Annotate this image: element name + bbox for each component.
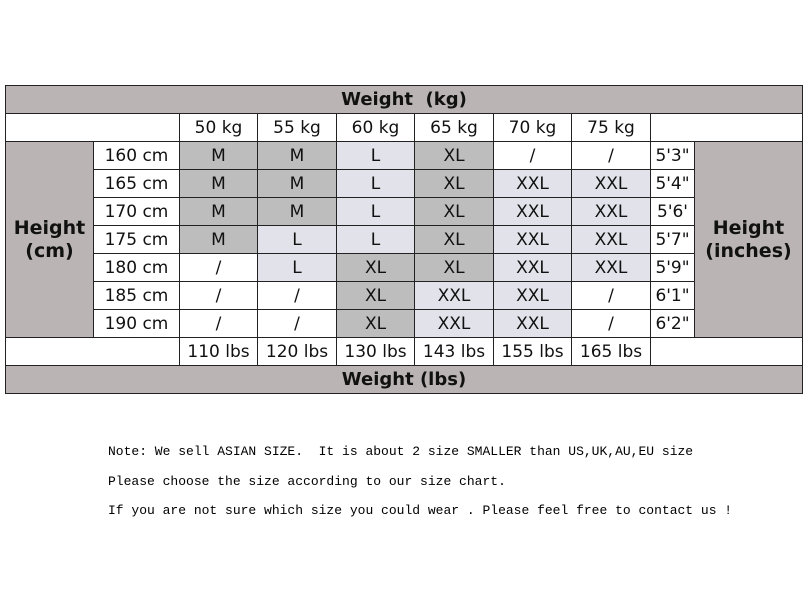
size-cell: / xyxy=(179,281,258,310)
size-cell: / xyxy=(257,281,337,310)
size-cell: / xyxy=(571,281,651,310)
size-cell: L xyxy=(336,225,415,254)
size-cell: XXL xyxy=(493,253,572,282)
lbs-label: 120 lbs xyxy=(257,337,337,366)
blank xyxy=(650,337,803,366)
blank xyxy=(5,337,180,366)
row: Weight (lbs) xyxy=(5,365,803,394)
kg-label: 70 kg xyxy=(493,113,572,142)
size-cell: M xyxy=(179,197,258,226)
side-line: Height xyxy=(13,216,86,239)
height-inches: 5'4" xyxy=(650,169,695,198)
size-cell: / xyxy=(571,309,651,338)
row: 110 lbs 120 lbs 130 lbs 143 lbs 155 lbs 165 l… xyxy=(5,337,803,366)
header-title: Weight (kg) xyxy=(5,85,803,114)
size-cell: XXL xyxy=(571,197,651,226)
kg-label: 65 kg xyxy=(414,113,494,142)
side-label: Height (cm) xyxy=(5,141,94,338)
row: 175 cm M L L XL XXL XXL 5'7" xyxy=(6,225,803,254)
height-inches: 5'9" xyxy=(650,253,695,282)
blank xyxy=(5,113,180,142)
size-cell: M xyxy=(179,169,258,198)
size-cell: / xyxy=(257,309,337,338)
height-inches: 5'6' xyxy=(650,197,695,226)
size-cell: XXL xyxy=(493,309,572,338)
size-cell: XL xyxy=(414,169,494,198)
side-line: (inches) xyxy=(705,239,792,262)
side-label: Height (inches) xyxy=(694,141,803,338)
blank xyxy=(650,113,803,142)
kg-label: 75 kg xyxy=(571,113,651,142)
height-cm: 190 cm xyxy=(93,309,180,338)
size-cell: XL xyxy=(414,225,494,254)
kg-label: 55 kg xyxy=(257,113,337,142)
lbs-label: 155 lbs xyxy=(493,337,572,366)
size-cell: L xyxy=(336,169,415,198)
lbs-label: 130 lbs xyxy=(336,337,415,366)
row: Weight (kg) xyxy=(5,85,803,114)
size-cell: XXL xyxy=(571,225,651,254)
size-cell: XXL xyxy=(493,225,572,254)
row: 185 cm / / XL XXL XXL/6'1" xyxy=(6,281,803,310)
height-inches: 5'3" xyxy=(650,141,695,170)
height-cm: 170 cm xyxy=(93,197,180,226)
note-line: Please choose the size according to our … xyxy=(108,473,506,489)
size-cell: L xyxy=(257,253,337,282)
size-cell: M xyxy=(257,141,337,170)
size-cell: / xyxy=(179,309,258,338)
height-cm: 160 cm xyxy=(93,141,180,170)
row: 170 cm M M L XL XXL XXL 5'6' xyxy=(6,197,803,226)
size-cell: L xyxy=(336,197,415,226)
lbs-label: 110 lbs xyxy=(179,337,258,366)
size-cell: M xyxy=(179,141,258,170)
size-cell: XL xyxy=(336,281,415,310)
height-inches: 6'2" xyxy=(650,309,695,338)
size-cell: XL xyxy=(336,253,415,282)
size-cell: L xyxy=(257,225,337,254)
size-cell: XL xyxy=(414,253,494,282)
side-line: (cm) xyxy=(25,239,74,262)
row: 180 cm / L XL XL XXL XXL 5'9" xyxy=(6,253,803,282)
row: 50 kg 55 kg 60 kg 65 kg 70 kg 75 kg xyxy=(5,113,803,142)
size-cell: / xyxy=(179,253,258,282)
size-cell: M xyxy=(179,225,258,254)
kg-label: 60 kg xyxy=(336,113,415,142)
size-cell: / xyxy=(571,141,651,170)
size-cell: M xyxy=(257,169,337,198)
height-cm: 165 cm xyxy=(93,169,180,198)
row: 190 cm / / XL XXL XXL/6'2" xyxy=(6,309,803,338)
size-cell: XXL xyxy=(493,197,572,226)
height-cm: 185 cm xyxy=(93,281,180,310)
row: Height (cm) 160 cm M M L XL //5'3" Height (inches… xyxy=(5,141,803,338)
size-cell: XXL xyxy=(571,169,651,198)
height-inches: 5'7" xyxy=(650,225,695,254)
side-line: Height xyxy=(712,216,785,239)
notes: Note: We sell ASIAN SIZE. It is about 2 … xyxy=(108,444,732,533)
lbs-label: 143 lbs xyxy=(414,337,494,366)
size-cell: XXL xyxy=(493,169,572,198)
lbs-label: 165 lbs xyxy=(571,337,651,366)
size-cell: L xyxy=(336,141,415,170)
size-cell: XXL xyxy=(414,281,494,310)
size-cell: M xyxy=(257,197,337,226)
footer-title: Weight (lbs) xyxy=(5,365,803,394)
note-line: Note: We sell ASIAN SIZE. It is about 2 … xyxy=(108,444,694,459)
size-cell: XL xyxy=(336,309,415,338)
height-cm: 180 cm xyxy=(93,253,180,282)
size-cell: / xyxy=(493,141,572,170)
size-cell: XXL xyxy=(571,253,651,282)
height-cm: 175 cm xyxy=(93,225,180,254)
size-cell: XL xyxy=(414,197,494,226)
height-inches: 6'1" xyxy=(650,281,695,310)
size-cell: XXL xyxy=(414,309,494,338)
row: 165 cm M M L XL XXL XXL 5'4" xyxy=(6,169,803,198)
size-cell: XL xyxy=(414,141,494,170)
size-cell: XXL xyxy=(493,281,572,310)
kg-label: 50 kg xyxy=(179,113,258,142)
size-table: Weight (kg) 50 kg 55 kg 60 kg 65 kg 70 kg 75 k… xyxy=(5,85,803,394)
note-line: If you are not sure which size you could… xyxy=(108,503,733,518)
